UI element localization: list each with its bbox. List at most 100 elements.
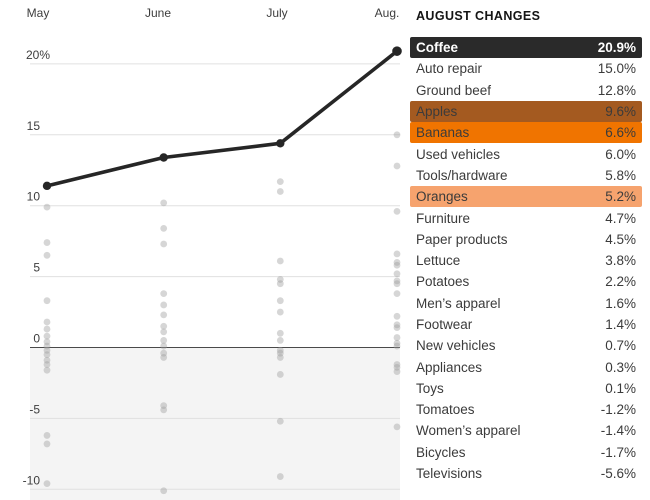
scatter-dot[interactable] bbox=[43, 480, 51, 488]
scatter-dot[interactable] bbox=[43, 318, 51, 326]
scatter-dot[interactable] bbox=[43, 297, 51, 305]
scatter-dot[interactable] bbox=[276, 257, 284, 265]
scatter-dot[interactable] bbox=[393, 250, 401, 258]
list-item[interactable]: Furniture 4.7% bbox=[410, 207, 642, 228]
scatter-dot[interactable] bbox=[160, 328, 168, 336]
item-label: Televisions bbox=[416, 466, 483, 482]
scatter-dot[interactable] bbox=[393, 312, 401, 320]
scatter-dot[interactable] bbox=[393, 339, 401, 347]
scatter-dot[interactable] bbox=[393, 270, 401, 278]
list-item[interactable]: Tools/hardware 5.8% bbox=[410, 165, 642, 186]
coffee-price-line-chart: 20% 15 10 5 0 -5 -10 May June July Aug. bbox=[23, 6, 402, 500]
scatter-dot[interactable] bbox=[276, 371, 284, 378]
scatter-dot[interactable] bbox=[393, 277, 401, 285]
scatter-dot[interactable] bbox=[43, 325, 51, 333]
list-item[interactable]: Bananas 6.6% bbox=[410, 122, 642, 144]
scatter-dot[interactable] bbox=[276, 473, 284, 480]
scatter-dot[interactable] bbox=[393, 131, 401, 139]
scatter-dot[interactable] bbox=[393, 290, 401, 298]
scatter-dot[interactable] bbox=[393, 259, 401, 266]
scatter-dot[interactable] bbox=[43, 332, 51, 340]
scatter-dot[interactable] bbox=[43, 251, 51, 259]
scatter-dot[interactable] bbox=[160, 337, 168, 344]
list-item[interactable]: Televisions -5.6% bbox=[410, 463, 642, 484]
scatter-dot[interactable] bbox=[160, 402, 168, 410]
list-item[interactable]: Men’s apparel 1.6% bbox=[410, 293, 642, 314]
scatter-dot[interactable] bbox=[393, 324, 401, 332]
scatter-dot[interactable] bbox=[160, 311, 168, 319]
scatter-dot[interactable] bbox=[393, 363, 401, 371]
coffee-line-point[interactable] bbox=[392, 46, 402, 56]
scatter-dot[interactable] bbox=[276, 354, 284, 361]
scatter-dot[interactable] bbox=[160, 290, 168, 298]
coffee-line bbox=[45, 49, 399, 188]
list-item[interactable]: Apples 9.6% bbox=[410, 100, 642, 123]
list-item[interactable]: Appliances 0.3% bbox=[410, 356, 642, 377]
scatter-dot[interactable] bbox=[43, 366, 51, 374]
scatter-dot[interactable] bbox=[276, 329, 284, 337]
scatter-dot[interactable] bbox=[160, 342, 168, 350]
list-item[interactable]: Footwear 1.4% bbox=[410, 314, 642, 335]
scatter-dot[interactable] bbox=[160, 406, 168, 414]
scatter-dot[interactable] bbox=[393, 361, 401, 368]
list-item[interactable]: Tomatoes -1.2% bbox=[410, 399, 642, 420]
scatter-dot[interactable] bbox=[276, 346, 284, 354]
list-item[interactable]: Bicycles -1.7% bbox=[410, 442, 642, 463]
scatter-dot[interactable] bbox=[276, 337, 284, 344]
month-label: May bbox=[27, 6, 50, 20]
scatter-dot[interactable] bbox=[43, 239, 51, 246]
scatter-dot[interactable] bbox=[393, 162, 401, 170]
scatter-dot[interactable] bbox=[43, 356, 51, 364]
scatter-dot[interactable] bbox=[393, 423, 401, 431]
list-item[interactable]: Auto repair 15.0% bbox=[410, 58, 642, 79]
list-item[interactable]: Used vehicles 6.0% bbox=[410, 143, 642, 164]
list-item[interactable]: New vehicles 0.7% bbox=[410, 335, 642, 356]
scatter-dot[interactable] bbox=[160, 240, 168, 248]
scatter-dot[interactable] bbox=[393, 280, 401, 288]
coffee-line-point[interactable] bbox=[159, 153, 168, 162]
scatter-dot[interactable] bbox=[276, 417, 284, 425]
scatter-dot[interactable] bbox=[160, 354, 168, 361]
scatter-dot[interactable] bbox=[160, 199, 168, 207]
scatter-dot[interactable] bbox=[276, 178, 284, 185]
list-item[interactable]: Lettuce 3.8% bbox=[410, 250, 642, 271]
scatter-dot[interactable] bbox=[393, 261, 401, 269]
item-label: Used vehicles bbox=[416, 146, 501, 162]
scatter-dot[interactable] bbox=[160, 301, 168, 309]
month-label: June bbox=[145, 6, 171, 20]
coffee-line-point[interactable] bbox=[276, 139, 285, 148]
scatter-dot[interactable] bbox=[276, 297, 284, 305]
scatter-dot[interactable] bbox=[160, 487, 168, 495]
scatter-dot[interactable] bbox=[276, 308, 284, 316]
scatter-dot[interactable] bbox=[43, 203, 51, 211]
scatter-dot[interactable] bbox=[393, 321, 401, 329]
scatter-dot[interactable] bbox=[160, 349, 168, 357]
list-item[interactable]: Ground beef 12.8% bbox=[410, 80, 642, 101]
scatter-dot[interactable] bbox=[393, 207, 401, 215]
list-item[interactable]: Toys 0.1% bbox=[410, 378, 642, 399]
list-item[interactable]: Women’s apparel -1.4% bbox=[410, 420, 642, 441]
scatter-dot[interactable] bbox=[160, 224, 168, 232]
scatter-dot[interactable] bbox=[276, 280, 284, 288]
list-item[interactable]: Potatoes 2.2% bbox=[410, 271, 642, 292]
scatter-dot[interactable] bbox=[43, 342, 51, 350]
scatter-dot[interactable] bbox=[43, 351, 51, 358]
coffee-line-point[interactable] bbox=[42, 181, 52, 191]
scatter-dot[interactable] bbox=[43, 440, 51, 448]
scatter-dot[interactable] bbox=[43, 432, 51, 439]
scatter-dot[interactable] bbox=[160, 322, 168, 330]
item-value: 0.3% bbox=[605, 359, 636, 375]
list-item[interactable]: Oranges 5.2% bbox=[410, 186, 642, 208]
scatter-dot[interactable] bbox=[393, 368, 401, 376]
scatter-dot[interactable] bbox=[43, 338, 51, 346]
list-item[interactable]: Coffee 20.9% bbox=[410, 37, 642, 59]
scatter-dot[interactable] bbox=[43, 346, 51, 354]
scatter-dot[interactable] bbox=[393, 342, 401, 350]
scatter-dot[interactable] bbox=[276, 349, 284, 357]
scatter-dot[interactable] bbox=[276, 276, 284, 283]
scatter-dot[interactable] bbox=[43, 361, 51, 368]
scatter-dot[interactable] bbox=[276, 188, 284, 195]
scatter-dot[interactable] bbox=[393, 334, 401, 341]
list-item[interactable]: Paper products 4.5% bbox=[410, 229, 642, 250]
